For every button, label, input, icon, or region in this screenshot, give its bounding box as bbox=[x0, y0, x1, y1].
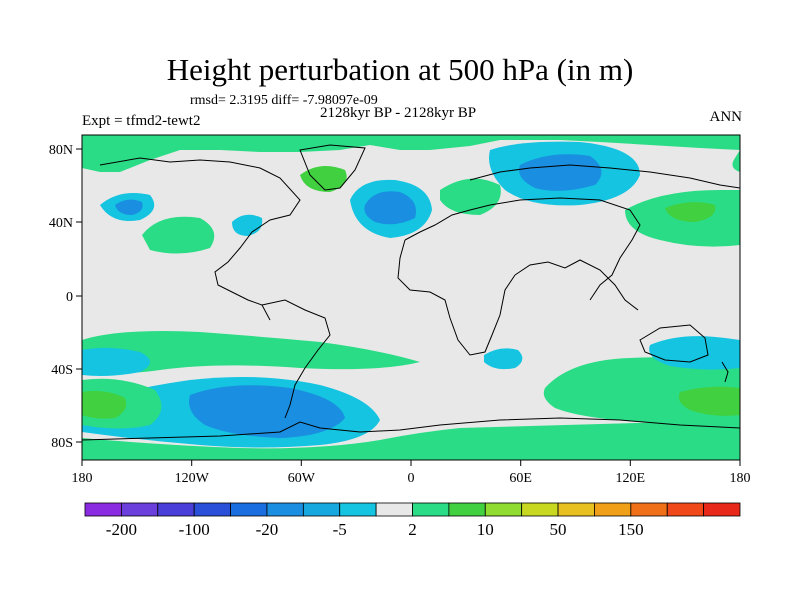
contour-positive-eastasia bbox=[732, 150, 740, 172]
season-label: ANN bbox=[709, 109, 743, 125]
x-ticks bbox=[81, 460, 741, 466]
colorbar-label: 50 bbox=[550, 520, 567, 539]
x-tick-label: 60W bbox=[288, 471, 316, 486]
contour-positive-arctic bbox=[82, 135, 740, 172]
colorbar-swatch bbox=[120, 502, 159, 517]
colorbar-label: -5 bbox=[333, 520, 347, 539]
coast-new-zealand bbox=[721, 361, 729, 383]
colorbar-label: 150 bbox=[618, 520, 644, 539]
contour-positive-greenland bbox=[300, 166, 347, 192]
coast-europe-africa bbox=[397, 197, 641, 356]
coast-north-america bbox=[99, 157, 301, 321]
colorbar-swatch bbox=[193, 502, 231, 517]
colorbar-swatch bbox=[557, 502, 595, 517]
x-tick-label: 0 bbox=[408, 471, 415, 486]
contour-negative-spac bbox=[82, 347, 150, 376]
experiment-label: Expt = tfmd2-tewt2 bbox=[82, 113, 201, 129]
y-tick-label: 80S bbox=[51, 436, 73, 451]
colorbar-label: -100 bbox=[179, 520, 210, 539]
stats-line: rmsd= 2.3195 diff= -7.98097e-09 bbox=[190, 93, 378, 108]
y-tick-label: 80N bbox=[49, 143, 73, 158]
contour-negative-southern-ocean-core bbox=[189, 385, 345, 438]
contour-positive-npac bbox=[142, 216, 215, 254]
coastlines bbox=[82, 144, 740, 441]
colorbar-swatch bbox=[339, 502, 377, 517]
colorbar-swatch bbox=[230, 502, 268, 517]
x-tick-label: 180 bbox=[730, 471, 751, 486]
x-tick-label: 180 bbox=[72, 471, 93, 486]
colorbar-swatch bbox=[521, 502, 559, 517]
x-tick-label: 60E bbox=[509, 471, 532, 486]
colorbar-swatch bbox=[703, 502, 741, 517]
contour-negative-australia bbox=[649, 336, 740, 370]
y-tick-label: 40N bbox=[49, 216, 73, 231]
period-label: 2128kyr BP - 2128kyr BP bbox=[320, 105, 477, 121]
contour-negative-npac-core bbox=[115, 199, 143, 215]
colorbar-swatch bbox=[484, 502, 523, 517]
coast-australia bbox=[639, 324, 709, 363]
coast-antarctica bbox=[82, 417, 740, 441]
colorbar-labels: -200 -100 -20 -5 2 10 50 150 bbox=[106, 520, 644, 539]
colorbar-label: 10 bbox=[477, 520, 494, 539]
y-tick-label: 40S bbox=[51, 363, 73, 378]
colorbar-swatch bbox=[594, 502, 632, 517]
colorbar-swatch bbox=[84, 502, 122, 517]
coast-greenland bbox=[299, 144, 366, 191]
contour-positive-antarctic-rim bbox=[82, 420, 740, 460]
x-tick-label: 120E bbox=[616, 471, 646, 486]
chart-title: Height perturbation at 500 hPa (in m) bbox=[166, 52, 634, 87]
colorbar-swatch bbox=[302, 502, 341, 517]
colorbar-label: -200 bbox=[106, 520, 137, 539]
x-tick-label: 120W bbox=[175, 471, 210, 486]
colorbar-swatch bbox=[666, 502, 705, 517]
colorbar-swatch bbox=[157, 502, 195, 517]
coast-arctic-asia bbox=[469, 164, 740, 189]
contour-positive-spac bbox=[82, 331, 420, 373]
colorbar-swatch bbox=[448, 502, 486, 517]
y-ticks bbox=[76, 148, 82, 443]
contour-negative-indian bbox=[484, 348, 523, 370]
colorbar-swatch bbox=[266, 502, 304, 517]
colorbar bbox=[84, 502, 741, 517]
y-tick-label: 0 bbox=[66, 290, 73, 305]
colorbar-swatch bbox=[412, 502, 450, 517]
contour-positive-indian-ocean-core bbox=[678, 386, 740, 416]
colorbar-swatch bbox=[375, 502, 413, 517]
contour-negative-natl-core bbox=[364, 191, 416, 225]
contour-positive-sw-pacific-core bbox=[82, 390, 127, 419]
colorbar-label: 2 bbox=[408, 520, 417, 539]
colorbar-label: -20 bbox=[256, 520, 279, 539]
contour-negative-siberia-core bbox=[519, 154, 602, 191]
coast-south-america bbox=[261, 299, 331, 419]
contour-positive-npac-west-core bbox=[665, 202, 716, 222]
coast-asia-south bbox=[514, 259, 639, 311]
colorbar-swatch bbox=[630, 502, 668, 517]
